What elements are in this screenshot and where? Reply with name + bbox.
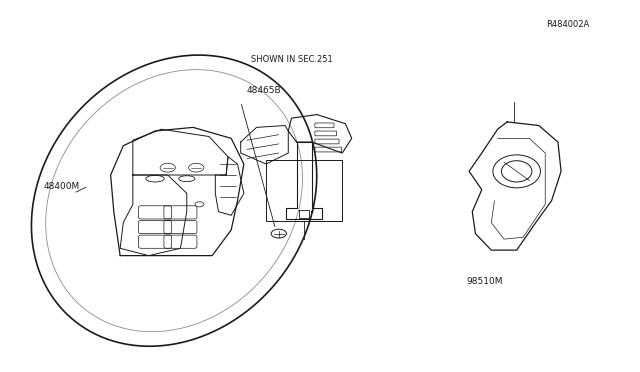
- Text: R484002A: R484002A: [546, 20, 589, 29]
- Text: SHOWN IN SEC.251: SHOWN IN SEC.251: [251, 55, 332, 64]
- Text: 98510M: 98510M: [467, 277, 503, 286]
- Bar: [266, 160, 342, 221]
- Text: 48465B: 48465B: [247, 86, 282, 95]
- Text: 48400M: 48400M: [44, 182, 80, 190]
